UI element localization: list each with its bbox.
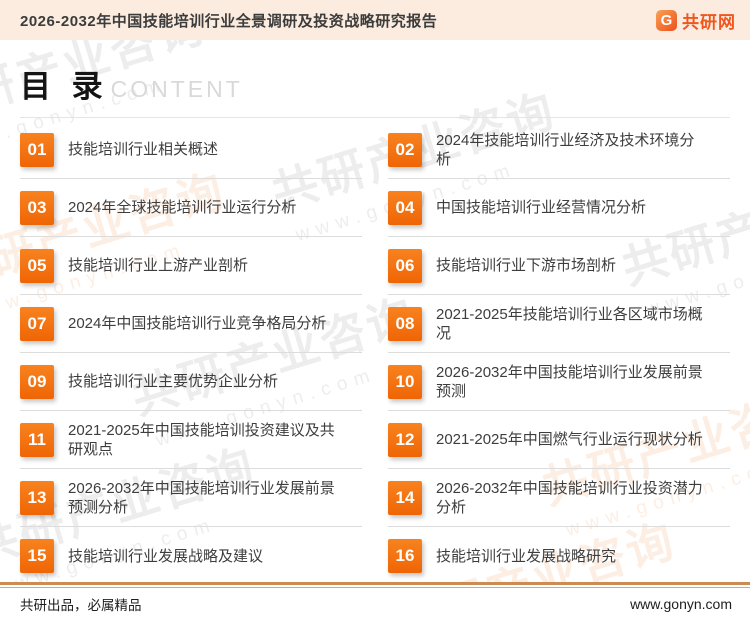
toc-item: 13 2026-2032年中国技能培训行业发展前景预测分析	[20, 469, 362, 527]
toc-item-number: 05	[20, 248, 54, 283]
toc-item: 08 2021-2025年技能培训行业各区域市场概况	[388, 295, 730, 353]
footer-row: 共研出品，必属精品 www.gonyn.com	[0, 588, 750, 622]
toc-heading-divider	[20, 117, 730, 118]
toc-item: 15 技能培训行业发展战略及建议	[20, 527, 362, 585]
toc-item-number: 12	[388, 422, 422, 457]
report-header-bar: 2026-2032年中国技能培训行业全景调研及投资战略研究报告 G 共研网	[0, 0, 750, 40]
toc-item-label: 技能培训行业主要优势企业分析	[68, 373, 279, 390]
toc-item-number: 08	[388, 306, 422, 341]
toc-item: 16 技能培训行业发展战略研究	[388, 527, 730, 585]
toc-item-number: 11	[20, 422, 54, 457]
toc-item-label: 技能培训行业发展战略及建议	[68, 547, 264, 565]
toc-item: 06 技能培训行业下游市场剖析	[388, 237, 730, 295]
toc-item-number: 13	[20, 480, 54, 515]
footer-slogan: 共研出品，必属精品	[20, 598, 142, 613]
toc-item-label: 技能培训行业下游市场剖析	[436, 257, 617, 274]
toc-item-number: 03	[20, 190, 54, 225]
toc-item-number: 10	[388, 364, 422, 399]
toc-item-label: 2026-2032年中国技能培训行业发展前景预测分析	[68, 479, 335, 516]
toc-item-number: 16	[388, 539, 422, 573]
toc-item-label: 2024年全球技能培训行业运行分析	[68, 199, 297, 216]
toc-item-label: 技能培训行业发展战略研究	[436, 547, 617, 565]
toc-item: 11 2021-2025年中国技能培训投资建议及共研观点	[20, 411, 362, 469]
toc-item-number: 07	[20, 306, 54, 341]
toc-item-label: 2021-2025年技能培训行业各区域市场概况	[436, 305, 703, 342]
toc-item-number: 14	[388, 480, 422, 515]
toc-item: 10 2026-2032年中国技能培训行业发展前景预测	[388, 353, 730, 411]
toc-list: 01 技能培训行业相关概述 02 2024年技能培训行业经济及技术环境分析 03…	[20, 121, 730, 585]
toc-item: 01 技能培训行业相关概述	[20, 121, 362, 179]
toc-item: 12 2021-2025年中国燃气行业运行现状分析	[388, 411, 730, 469]
toc-item: 02 2024年技能培训行业经济及技术环境分析	[388, 121, 730, 179]
toc-item: 14 2026-2032年中国技能培训行业投资潜力分析	[388, 469, 730, 527]
toc-item-label: 2024年中国技能培训行业竞争格局分析	[68, 315, 327, 332]
toc-item-label: 技能培训行业上游产业剖析	[68, 257, 249, 274]
gonyn-logo: G 共研网	[656, 8, 736, 33]
toc-item-label: 中国技能培训行业经营情况分析	[436, 199, 647, 216]
toc-item: 04 中国技能培训行业经营情况分析	[388, 179, 730, 237]
report-title: 2026-2032年中国技能培训行业全景调研及投资战略研究报告	[20, 12, 438, 30]
gonyn-logo-icon: G	[656, 9, 677, 31]
toc-item-number: 01	[20, 132, 54, 167]
toc-item: 05 技能培训行业上游产业剖析	[20, 237, 362, 295]
footer-divider-gap	[0, 585, 750, 587]
toc-heading: 目 录 CONTENT	[20, 61, 730, 106]
toc-item-label: 2021-2025年中国技能培训投资建议及共研观点	[68, 421, 335, 458]
toc-item-label: 2021-2025年中国燃气行业运行现状分析	[436, 431, 703, 448]
toc-item-number: 06	[388, 248, 422, 283]
toc-heading-cn: 目 录	[20, 69, 109, 104]
toc-item: 03 2024年全球技能培训行业运行分析	[20, 179, 362, 237]
footer-website: www.gonyn.com	[630, 596, 732, 612]
toc-heading-en: CONTENT	[110, 76, 243, 102]
page-footer: 共研出品，必属精品 www.gonyn.com	[0, 582, 750, 622]
toc-item-number: 09	[20, 364, 54, 399]
toc-item-label: 技能培训行业相关概述	[68, 141, 219, 158]
toc-item-label: 2026-2032年中国技能培训行业发展前景预测	[436, 363, 703, 400]
toc-page: 目 录 CONTENT 01 技能培训行业相关概述 02 2024年技能培训行业…	[0, 61, 750, 585]
footer-divider-thick	[0, 582, 750, 585]
toc-item-number: 04	[388, 190, 422, 225]
toc-item: 07 2024年中国技能培训行业竞争格局分析	[20, 295, 362, 353]
toc-item-number: 15	[20, 539, 54, 573]
gonyn-logo-text: 共研网	[682, 12, 736, 32]
footer-divider-thin	[0, 587, 750, 588]
toc-item: 09 技能培训行业主要优势企业分析	[20, 353, 362, 411]
toc-item-number: 02	[388, 132, 422, 167]
toc-item-label: 2026-2032年中国技能培训行业投资潜力分析	[436, 479, 703, 516]
toc-item-label: 2024年技能培训行业经济及技术环境分析	[436, 131, 695, 168]
